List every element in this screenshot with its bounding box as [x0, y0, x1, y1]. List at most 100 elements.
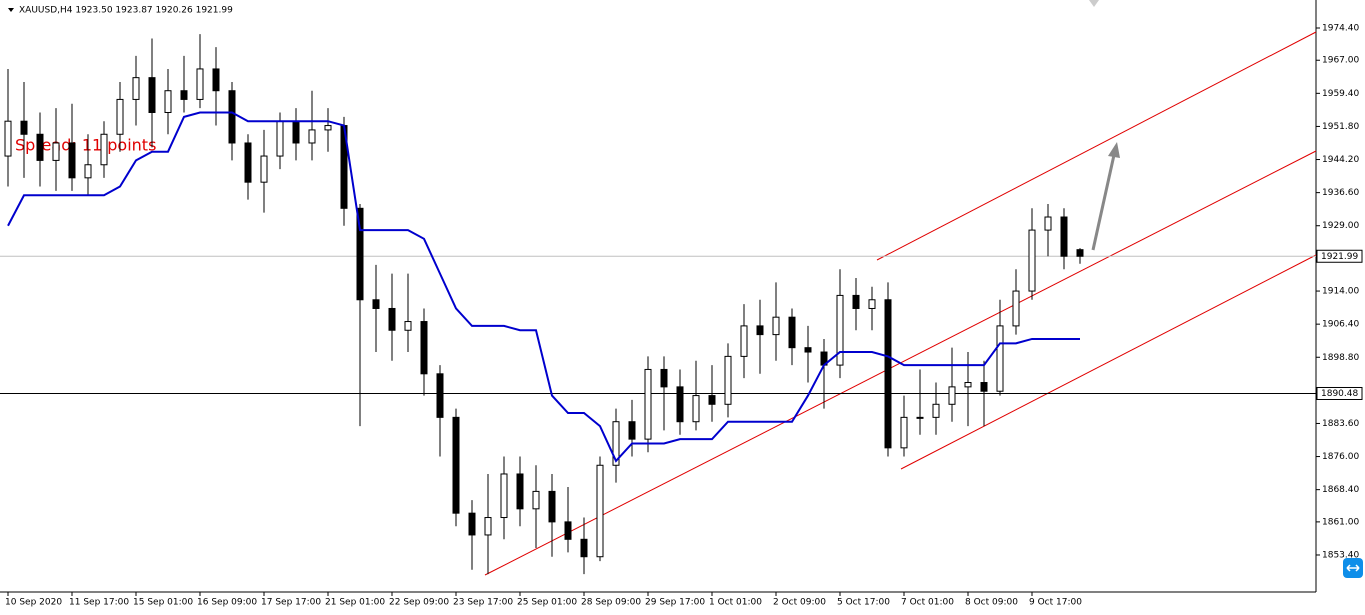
- candle-body: [420, 321, 428, 375]
- y-tick-label: 1883.60: [1322, 419, 1359, 429]
- candle-body: [884, 299, 892, 449]
- candle-body: [164, 90, 172, 113]
- candle-body: [900, 416, 908, 449]
- candle-body: [1012, 290, 1020, 327]
- candle-body: [868, 299, 876, 309]
- y-tick-label: 1951.80: [1322, 122, 1359, 132]
- channel-upper: [876, 31, 1317, 261]
- y-tick-label: 1898.80: [1322, 353, 1359, 363]
- candle-body: [452, 416, 460, 514]
- candle-body: [196, 68, 204, 100]
- x-tick-label: 2 Oct 09:00: [773, 598, 826, 608]
- y-tick-label: 1914.00: [1322, 287, 1359, 297]
- candle-body: [132, 77, 140, 100]
- x-tick-label: 23 Sep 17:00: [453, 598, 513, 608]
- candle-body: [116, 98, 124, 135]
- app-icon[interactable]: [1343, 558, 1363, 578]
- candle-body: [308, 129, 316, 144]
- candle-body: [68, 142, 76, 179]
- spread-label: Spread: 11 points: [15, 136, 156, 155]
- y-tick-label: 1974.40: [1322, 24, 1359, 34]
- candle-body: [100, 133, 108, 166]
- x-tick-label: 29 Sep 17:00: [645, 598, 705, 608]
- candle-body: [404, 321, 412, 331]
- price-label: 1921.99: [1321, 252, 1358, 262]
- candle-body: [740, 325, 748, 357]
- candle-body: [772, 316, 780, 336]
- chart-title: XAUUSD,H4 1923.50 1923.87 1920.26 1921.9…: [19, 6, 233, 16]
- x-tick-label: 1 Oct 01:00: [709, 598, 762, 608]
- x-tick-label: 5 Oct 17:00: [837, 598, 890, 608]
- candle-body: [228, 90, 236, 144]
- candle-body: [996, 325, 1004, 392]
- candle-body: [500, 473, 508, 519]
- shift-marker: [1089, 0, 1099, 7]
- y-tick-label: 1861.00: [1322, 517, 1359, 527]
- y-tick-label: 1906.40: [1322, 320, 1359, 330]
- candle-body: [388, 307, 396, 331]
- y-tick-label: 1959.40: [1322, 89, 1359, 99]
- candle-body: [484, 517, 492, 536]
- x-tick-label: 15 Sep 01:00: [133, 598, 193, 608]
- candle-body: [1076, 249, 1084, 257]
- x-tick-label: 8 Oct 09:00: [965, 598, 1018, 608]
- candle-body: [276, 120, 284, 157]
- x-tick-label: 16 Sep 09:00: [197, 598, 257, 608]
- candle-body: [468, 512, 476, 536]
- y-tick-label: 1967.00: [1322, 56, 1359, 66]
- candle-body: [916, 416, 924, 419]
- candle-body: [52, 142, 60, 161]
- price-label-box: [1316, 249, 1363, 263]
- candle-body: [4, 120, 12, 157]
- candle-body: [548, 490, 556, 523]
- candle-body: [964, 382, 972, 388]
- candle-body: [260, 155, 268, 183]
- candle-body: [948, 386, 956, 405]
- price-label-box: [1316, 386, 1363, 400]
- y-tick-label: 1868.40: [1322, 485, 1359, 495]
- candle-body: [1028, 229, 1036, 292]
- arrow-shaft: [1091, 154, 1116, 251]
- candle-body: [660, 368, 668, 388]
- candle-body: [148, 77, 156, 113]
- candle-body: [532, 490, 540, 510]
- price-label: 1890.48: [1321, 389, 1358, 399]
- candle-body: [596, 464, 604, 558]
- candle-body: [836, 294, 844, 366]
- candle-body: [708, 395, 716, 405]
- candle-body: [564, 521, 572, 540]
- channel-lower: [900, 254, 1317, 470]
- candle-body: [324, 125, 332, 131]
- x-tick-label: 22 Sep 09:00: [389, 598, 449, 608]
- y-tick-label: 1876.00: [1322, 452, 1359, 462]
- y-tick-label: 1853.40: [1322, 550, 1359, 560]
- candle-body: [692, 395, 700, 423]
- y-tick-label: 1944.20: [1322, 155, 1359, 165]
- candle-body: [724, 355, 732, 405]
- candle-body: [756, 325, 764, 336]
- candle-body: [180, 90, 188, 100]
- x-tick-label: 28 Sep 09:00: [581, 598, 641, 608]
- candle-body: [676, 386, 684, 423]
- candle-body: [372, 299, 380, 309]
- candle-body: [516, 473, 524, 510]
- candle-body: [932, 403, 940, 418]
- candle-body: [644, 368, 652, 440]
- candle-body: [212, 68, 220, 92]
- candle-body: [436, 373, 444, 418]
- app-icon-glyph[interactable]: [1346, 564, 1360, 572]
- candle-body: [1060, 216, 1068, 257]
- candle-body: [36, 133, 44, 161]
- x-tick-label: 17 Sep 17:00: [261, 598, 321, 608]
- candle-body: [1044, 216, 1052, 231]
- y-tick-label: 1936.60: [1322, 188, 1359, 198]
- candle-body: [356, 207, 364, 301]
- y-tick-label: 1929.00: [1322, 221, 1359, 231]
- arrow-head: [1108, 142, 1120, 158]
- candle-body: [804, 347, 812, 353]
- x-tick-label: 7 Oct 01:00: [901, 598, 954, 608]
- candle-body: [84, 164, 92, 179]
- candle-body: [292, 120, 300, 144]
